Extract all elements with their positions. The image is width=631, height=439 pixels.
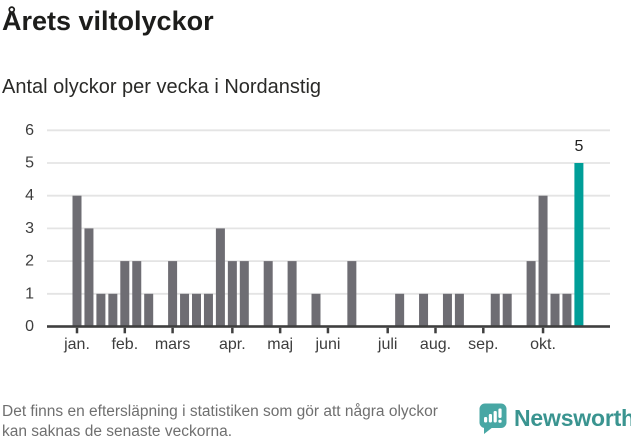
- bar-week-36: [490, 293, 500, 327]
- bar-week-43: [574, 163, 584, 327]
- x-tick-label-apr.: apr.: [219, 336, 246, 353]
- bar-week-42: [562, 293, 572, 327]
- bar-week-40: [538, 195, 548, 327]
- x-tick-juli: [386, 327, 389, 334]
- y-tick-label-4: 4: [25, 187, 34, 204]
- x-tick-label-aug.: aug.: [420, 336, 451, 353]
- bar-week-14: [227, 261, 237, 327]
- newsworthy-wordmark: Newsworthy: [514, 405, 631, 431]
- bar-week-1: [72, 195, 82, 327]
- x-tick-label-jan.: jan.: [63, 336, 90, 353]
- y-tick-label-6: 6: [25, 122, 34, 139]
- chart-subtitle: Antal olyckor per vecka i Nordanstig: [2, 76, 322, 98]
- y-tick-label-1: 1: [25, 285, 34, 302]
- y-tick-label-2: 2: [25, 253, 34, 270]
- page-title: Årets viltolyckor: [2, 6, 214, 36]
- x-tick-okt.: [541, 327, 545, 334]
- x-tick-maj: [278, 327, 282, 334]
- newsworthy-logo[interactable]: Newsworthy: [479, 403, 631, 434]
- bar-week-6: [132, 261, 142, 327]
- x-tick-label-maj: maj: [267, 336, 293, 353]
- bar-week-17: [263, 261, 273, 327]
- bar-week-21: [311, 293, 321, 327]
- bar-week-19: [287, 261, 297, 327]
- bar-week-28: [395, 293, 405, 327]
- highlight-value-label: 5: [574, 138, 583, 155]
- x-tick-sep.: [482, 327, 485, 334]
- bar-week-41: [550, 293, 560, 327]
- y-tick-label-5: 5: [25, 155, 34, 172]
- bar-week-3: [96, 293, 106, 327]
- bar-week-11: [192, 293, 201, 327]
- x-axis-line: [47, 325, 610, 328]
- x-tick-apr.: [231, 327, 234, 334]
- x-tick-label-juni: juni: [314, 336, 340, 353]
- bar-week-24: [347, 261, 357, 327]
- newsworthy-icon: [479, 403, 507, 434]
- bar-week-15: [239, 261, 249, 327]
- bar-week-5: [120, 261, 130, 327]
- bar-week-10: [180, 293, 190, 327]
- x-tick-jan.: [75, 327, 79, 334]
- bar-week-13: [215, 228, 225, 327]
- bar-week-32: [442, 293, 452, 327]
- bar-week-7: [144, 293, 154, 327]
- bar-week-37: [502, 293, 512, 327]
- bar-chart: 0 1 2 3 4 5 6 jan. feb. mars apr. maj juni juli aug. se…: [25, 122, 610, 353]
- x-tick-feb.: [123, 327, 127, 334]
- x-tick-label-sep.: sep.: [468, 336, 498, 353]
- x-tick-label-juli: juli: [377, 336, 398, 353]
- x-tick-juni: [326, 327, 330, 334]
- bar-week-2: [84, 228, 94, 327]
- bar-week-33: [454, 293, 464, 327]
- bar-week-30: [419, 293, 429, 327]
- footer-note: Det finns en eftersläpning i statistiken…: [2, 403, 438, 439]
- bar-week-12: [203, 293, 213, 327]
- x-tick-label-mars: mars: [155, 336, 191, 353]
- x-tick-label-okt.: okt.: [530, 336, 556, 353]
- y-tick-label-3: 3: [25, 220, 34, 237]
- x-tick-mars: [171, 327, 174, 334]
- bar-week-4: [108, 293, 118, 327]
- bar-week-39: [526, 261, 536, 327]
- x-tick-aug.: [434, 327, 437, 334]
- x-tick-label-feb.: feb.: [111, 336, 138, 353]
- bar-week-9: [168, 261, 178, 327]
- y-tick-label-0: 0: [25, 318, 34, 335]
